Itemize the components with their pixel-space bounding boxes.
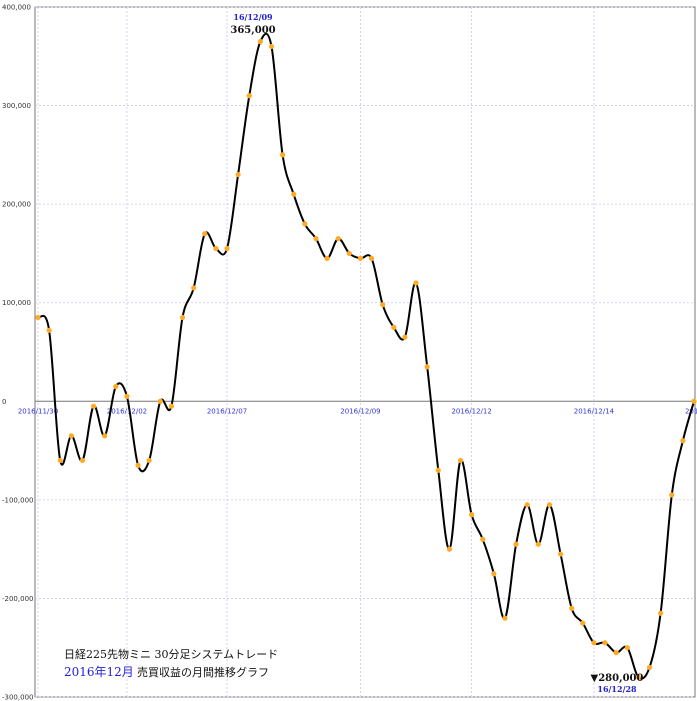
data-point-25: [313, 236, 319, 242]
data-point-46: [546, 502, 553, 508]
y-tick-label-4: 0: [2, 398, 6, 406]
data-point-26: [324, 255, 330, 261]
y-tick-label-5: -100,000: [2, 496, 33, 504]
data-point-51: [602, 640, 608, 646]
data-point-48: [569, 605, 575, 611]
caption-line-1: 日経225先物ミニ 30分足システムトレード: [64, 647, 278, 661]
y-tick-label-3: 100,000: [2, 299, 31, 307]
x-tick-label-0: 2016/11/30: [18, 407, 58, 415]
data-point-19: [246, 93, 252, 99]
data-point-59: [691, 398, 697, 404]
data-point-7: [113, 383, 119, 390]
data-point-50: [591, 640, 597, 646]
data-point-12: [168, 403, 175, 409]
data-point-32: [391, 324, 397, 330]
data-point-45: [535, 541, 541, 547]
data-point-28: [346, 250, 352, 257]
data-point-2: [57, 457, 63, 464]
x-tick-label-4: 2016/12/12: [451, 407, 491, 415]
data-point-21: [268, 43, 275, 50]
data-point-33: [402, 334, 408, 340]
data-point-6: [102, 433, 108, 439]
data-point-11: [157, 398, 163, 404]
data-point-20: [257, 38, 263, 45]
data-point-58: [680, 438, 686, 444]
data-point-14: [191, 285, 197, 291]
data-point-35: [424, 364, 430, 370]
data-point-34: [413, 280, 419, 286]
data-point-4: [79, 457, 86, 464]
data-point-16: [213, 245, 219, 252]
y-tick-label-7: -300,000: [2, 694, 33, 701]
data-point-13: [179, 314, 186, 321]
data-point-5: [90, 403, 97, 409]
data-point-27: [335, 236, 341, 242]
data-point-39: [469, 512, 475, 518]
data-point-56: [658, 610, 664, 616]
x-tick-label-5: 2016/12/14: [574, 407, 615, 415]
data-point-29: [357, 255, 364, 261]
grid-lines: [35, 6, 695, 698]
data-point-40: [480, 536, 486, 542]
data-point-23: [291, 191, 297, 197]
max-annotation-value: 365,000: [230, 25, 275, 36]
data-point-47: [557, 551, 564, 557]
plot-area: [34, 6, 696, 698]
data-point-37: [446, 546, 452, 552]
data-point-24: [302, 221, 308, 227]
data-point-31: [380, 302, 386, 308]
data-point-17: [224, 245, 230, 252]
data-point-49: [580, 620, 586, 626]
max-annotation-date: 16/12/09: [233, 12, 273, 22]
min-annotation-value: ▼280,000: [591, 673, 644, 684]
data-point-55: [646, 664, 653, 671]
data-point-52: [613, 650, 619, 656]
y-tick-label-2: 200,000: [2, 201, 31, 209]
y-axis-ticks: 400,000 300,000 200,000 100,000 0 -100,000 -20…: [2, 4, 33, 701]
data-point-30: [368, 255, 375, 261]
data-point-1: [46, 327, 52, 333]
data-point-54: [635, 674, 642, 680]
x-tick-label-2: 2016/12/07: [207, 407, 247, 415]
data-point-42: [502, 615, 508, 621]
data-point-0: [35, 314, 41, 321]
data-point-36: [435, 467, 441, 473]
y-tick-label-6: -200,000: [2, 595, 33, 603]
data-point-44: [524, 502, 530, 508]
data-point-38: [457, 457, 464, 464]
y-tick-label-0: 400,000: [2, 4, 31, 12]
data-point-53: [624, 645, 630, 651]
data-point-markers: [35, 38, 697, 680]
x-axis-ticks: 2016/11/30 2016/12/02 2016/12/07 2016/12/09…: [18, 407, 697, 415]
data-point-57: [669, 492, 675, 498]
x-tick-label-3: 2016/12/09: [340, 407, 380, 415]
data-point-3: [68, 433, 74, 439]
data-point-10: [146, 457, 152, 464]
data-point-43: [513, 541, 519, 547]
caption-line-2-month: 2016年12月: [64, 665, 134, 679]
data-point-41: [491, 571, 497, 577]
data-point-22: [280, 152, 286, 158]
min-annotation-date: 16/12/28: [597, 684, 637, 694]
data-point-18: [235, 171, 241, 178]
caption-line-2-rest: 売買収益の月間推移グラフ: [137, 665, 269, 679]
data-point-15: [202, 231, 208, 237]
x-tick-label-1: 2016/12/02: [107, 407, 147, 415]
y-tick-label-1: 300,000: [2, 102, 31, 110]
data-point-9: [135, 462, 141, 468]
data-point-8: [124, 393, 130, 399]
